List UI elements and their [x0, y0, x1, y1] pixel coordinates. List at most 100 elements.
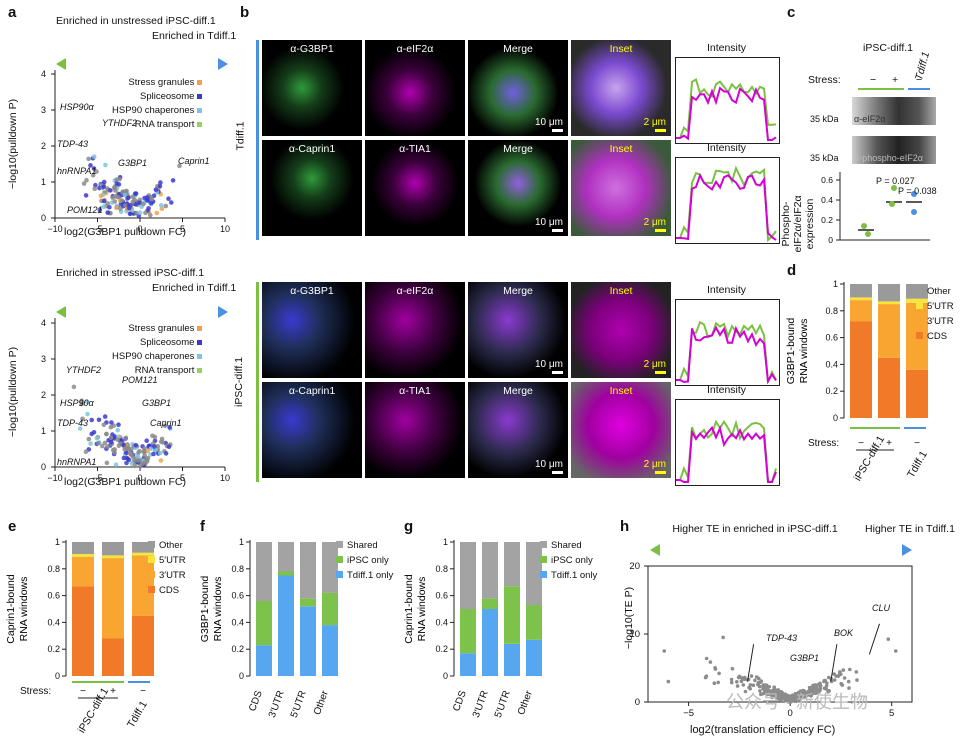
microscopy-inset: Inset 2 μm — [571, 282, 671, 378]
scatter-point — [824, 684, 829, 688]
a-top-xlabel: log2(G3BP1 pulldown FC) — [64, 226, 186, 238]
volcano-point — [71, 384, 77, 390]
y-axis-label: G3BP1-boundRNA windows — [199, 576, 224, 643]
label-ythdf2: YTHDF2 — [66, 365, 102, 375]
arrow-right-head — [218, 58, 228, 70]
bar-segment-tdiff1only — [278, 575, 294, 676]
stress-label: Stress: — [808, 438, 839, 449]
bar-segment-shared — [504, 542, 520, 587]
volcano-point — [122, 192, 128, 198]
legend-swatch — [336, 556, 343, 563]
legend-swatch — [148, 571, 155, 578]
axis-tick-label: 0.6 — [231, 591, 244, 601]
volcano-point — [101, 198, 107, 204]
microscopy-image: α-TIA1 — [365, 382, 465, 478]
panel-label-f: f — [200, 518, 205, 535]
volcano-point — [107, 205, 112, 210]
magenta-trace — [676, 325, 777, 385]
axis-tick-label: 0 — [788, 708, 793, 719]
volcano-point — [91, 430, 97, 435]
bar-segment-5utr — [906, 298, 928, 303]
a-top-legend: Stress granules Spliceosome HSP90 chaper… — [112, 76, 203, 132]
label-caprin1: Caprin1 — [150, 418, 182, 428]
western-blot-eif2a — [852, 97, 936, 125]
scatter-point — [721, 635, 725, 640]
x-category-label: CDS — [451, 689, 469, 713]
bar-segment-ipsconly — [526, 605, 542, 640]
c-point — [911, 209, 917, 215]
c-point — [861, 223, 867, 229]
scatter-point — [825, 681, 829, 685]
volcano-point — [112, 450, 117, 455]
intensity-profile — [675, 299, 780, 386]
scatter-point — [765, 686, 770, 691]
axis-tick-label: 5 — [180, 224, 185, 234]
arrow-right-head — [902, 544, 912, 556]
label-g3bp1: G3BP1 — [142, 398, 172, 408]
volcano-point — [105, 444, 110, 449]
volcano-point — [84, 177, 89, 183]
axis-tick-label: −5 — [92, 224, 102, 234]
axis-tick-label: 10 — [220, 473, 230, 483]
panel-e-chart: 0 0.2 0.4 0.6 0.8 1 Caprin1-boundRNA windows Ot… — [5, 537, 186, 735]
volcano-point — [101, 422, 107, 428]
volcano-point — [103, 162, 108, 168]
h-label-tdp43: TDP-43 — [766, 633, 798, 643]
image-label: Merge — [503, 143, 533, 155]
label-leader — [830, 644, 838, 682]
panel-h-chart: −5 0 5 0 10 20 — [629, 544, 913, 719]
scatter-point — [839, 681, 843, 686]
axis-tick-label: 2 — [41, 141, 46, 151]
legend-label: Shared — [347, 540, 378, 551]
scatter-point — [730, 666, 735, 671]
axis-tick-label: 1 — [41, 177, 46, 187]
bar-segment-3utr — [72, 556, 94, 587]
legend-swatch — [336, 541, 343, 548]
panel-d-chart: 0 0.2 0.4 0.6 0.8 1 G3BP1-boundRNA windows Othe… — [785, 279, 954, 483]
volcano-point — [163, 451, 169, 456]
microscopy-image: α-Caprin1 — [262, 382, 362, 478]
volcano-point — [79, 398, 84, 404]
scatter-point — [761, 684, 765, 688]
legend-label: Shared — [551, 540, 582, 551]
image-label: α-TIA1 — [399, 143, 431, 155]
c-stress-minus-2: − — [916, 74, 923, 86]
image-label: Inset — [609, 385, 633, 397]
volcano-point — [115, 195, 121, 200]
volcano-point — [166, 444, 172, 450]
scatter-point — [792, 697, 796, 701]
volcano-point — [130, 194, 136, 199]
legend-label: 5′UTR — [159, 555, 186, 566]
scatter-point — [729, 677, 734, 682]
volcano-point — [167, 425, 172, 430]
scatter-point — [832, 672, 836, 676]
volcano-point — [135, 458, 141, 463]
legend-label: Other — [159, 540, 183, 551]
intensity-profile — [675, 57, 780, 144]
volcano-point — [113, 462, 119, 468]
legend-swatch — [540, 571, 547, 578]
image-label: α-G3BP1 — [290, 43, 334, 55]
legend-swatch — [336, 571, 343, 578]
scatter-point — [797, 697, 801, 702]
bar-segment-5utr — [850, 297, 872, 301]
volcano-point — [98, 193, 104, 199]
volcano-point — [130, 199, 136, 204]
blot-label-phospho: α-phospho-eIF2α — [854, 153, 923, 163]
volcano-point — [142, 460, 148, 465]
scatter-point — [854, 670, 859, 674]
volcano-point — [148, 212, 153, 218]
volcano-point — [83, 193, 89, 198]
volcano-point — [141, 201, 146, 207]
scatter-point — [798, 694, 803, 699]
axis-tick-label: 1 — [239, 537, 244, 547]
volcano-point — [145, 455, 151, 461]
axis-tick-label: 0.6 — [821, 175, 833, 185]
scatter-point — [837, 671, 842, 676]
scatter-point — [772, 688, 777, 692]
axis-tick-label: 0.4 — [825, 359, 838, 369]
x-category-label: 5′UTR — [289, 689, 309, 719]
volcano-point — [101, 184, 106, 190]
volcano-point — [110, 195, 115, 200]
scatter-point — [748, 687, 752, 691]
